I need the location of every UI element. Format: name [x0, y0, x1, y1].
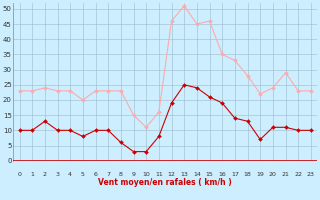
X-axis label: Vent moyen/en rafales ( km/h ): Vent moyen/en rafales ( km/h ) [98, 178, 232, 187]
